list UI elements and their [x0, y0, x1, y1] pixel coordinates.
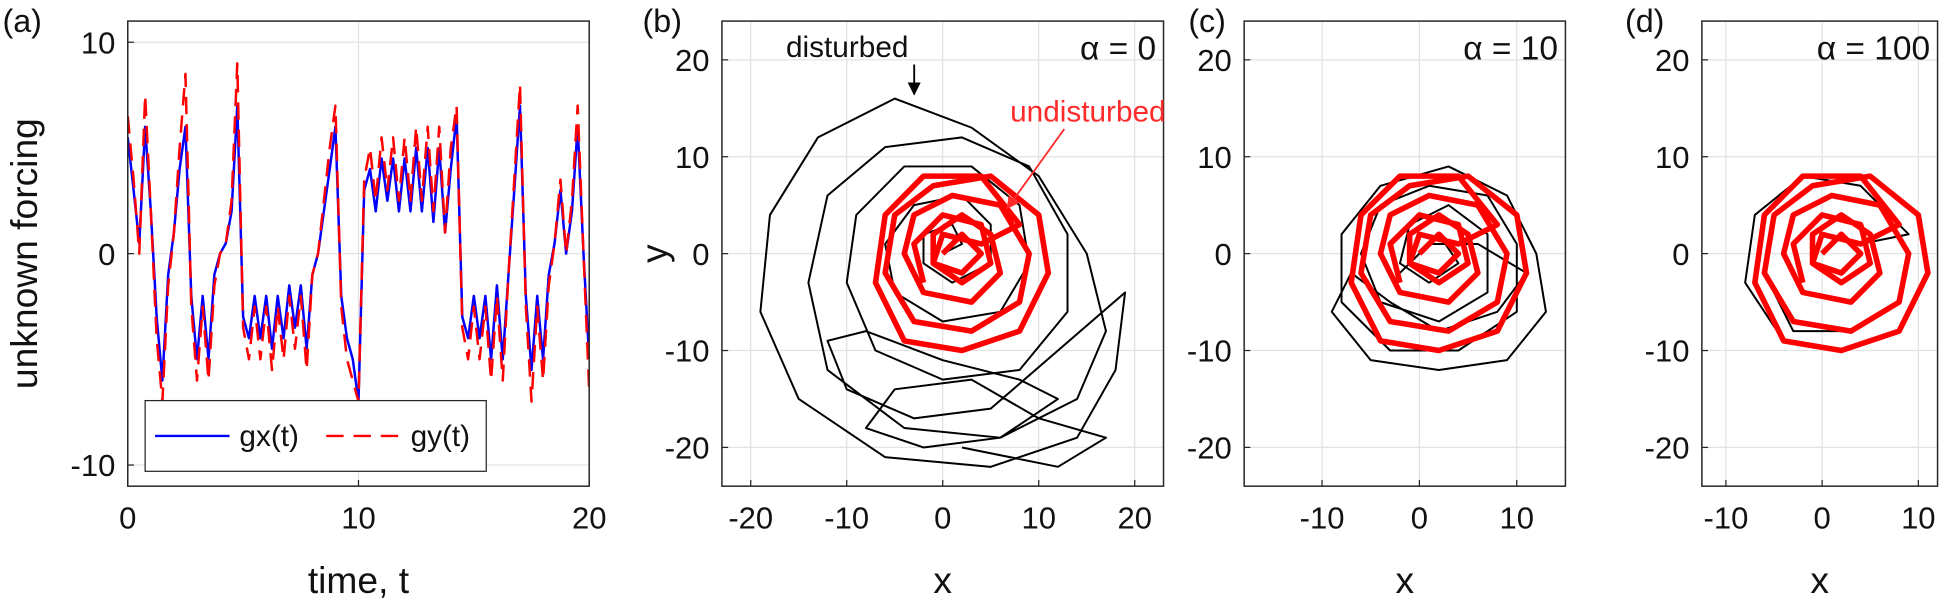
lines [1744, 173, 1931, 354]
y-tick-label: 10 [675, 140, 709, 175]
y-tick-label: 20 [1197, 43, 1231, 78]
x-tick-label: -10 [1300, 500, 1345, 535]
x-tick-label: 20 [572, 500, 606, 535]
y-tick-label: 10 [1655, 140, 1689, 175]
panel-label: (d) [1625, 3, 1664, 39]
panel-label: (c) [1188, 3, 1226, 39]
data-line [1348, 173, 1530, 354]
x-tick-label: 0 [1813, 500, 1830, 535]
y-tick-label: 0 [692, 237, 709, 272]
panel-title: α = 10 [1463, 31, 1558, 68]
y-axis-label: unknown forcing [3, 118, 45, 389]
y-tick-label: -10 [71, 448, 116, 483]
x-tick-label: 10 [1500, 500, 1534, 535]
y-tick-label: -20 [1187, 431, 1232, 466]
panel-title: α = 0 [1080, 31, 1156, 68]
x-tick-label: -10 [1704, 500, 1749, 535]
legend: gx(t) gy(t) [144, 399, 487, 472]
x-tick-label: 20 [1117, 500, 1151, 535]
annotation: disturbed [786, 31, 908, 64]
y-tick-label: 20 [1655, 43, 1689, 78]
annotation: undisturbed [1010, 96, 1165, 129]
y-tick-label: 20 [675, 43, 709, 78]
x-tick-label: 10 [341, 500, 375, 535]
axes-frame [1243, 20, 1567, 487]
lines [759, 97, 1127, 468]
panel-title: α = 100 [1817, 31, 1930, 68]
panel: -10 0 10 -20 -10 0 10 20 (c) x α = 10 [1187, 3, 1567, 601]
panel-label: (b) [643, 3, 682, 39]
y-tick-label: -20 [665, 431, 710, 466]
y-tick-label: 0 [98, 237, 115, 272]
panel: -20 -10 0 10 20 -20 -10 0 10 20 (b) x y α = 0 disturbe… [633, 3, 1165, 601]
data-line [1752, 173, 1931, 354]
panel-label: (a) [2, 3, 41, 39]
y-tick-label: -10 [665, 334, 710, 369]
y-tick-label: -10 [1187, 334, 1232, 369]
y-tick-label: 0 [1214, 237, 1231, 272]
x-axis-label: x [933, 559, 952, 601]
y-axis-label: y [633, 244, 675, 263]
y-tick-label: -20 [1645, 431, 1690, 466]
x-tick-label: 10 [1901, 500, 1935, 535]
y-tick-label: 0 [1672, 237, 1689, 272]
data-line [872, 173, 1052, 354]
legend-label: gy(t) [411, 420, 471, 453]
x-tick-label: 0 [934, 500, 951, 535]
axes-frame [127, 20, 590, 487]
x-axis-label: x [1395, 559, 1414, 601]
y-tick-label: 10 [81, 25, 115, 60]
y-tick-label: 10 [1197, 140, 1231, 175]
x-tick-label: 0 [1411, 500, 1428, 535]
x-tick-label: 10 [1021, 500, 1055, 535]
x-axis-label: x [1810, 559, 1829, 601]
lines [1330, 165, 1547, 371]
x-tick-label: -10 [824, 500, 869, 535]
legend-label: gx(t) [239, 420, 299, 453]
axes-frame [1701, 20, 1939, 487]
y-tick-label: -10 [1645, 334, 1690, 369]
arrow [1006, 128, 1066, 210]
panel: -10 0 10 -20 -10 0 10 20 (d) x α = 100 [1625, 3, 1939, 601]
data-line [1330, 165, 1547, 371]
x-axis-label: time, t [308, 559, 410, 601]
axes-frame [721, 20, 1165, 487]
x-tick-label: -20 [728, 500, 773, 535]
x-tick-label: 0 [119, 500, 136, 535]
